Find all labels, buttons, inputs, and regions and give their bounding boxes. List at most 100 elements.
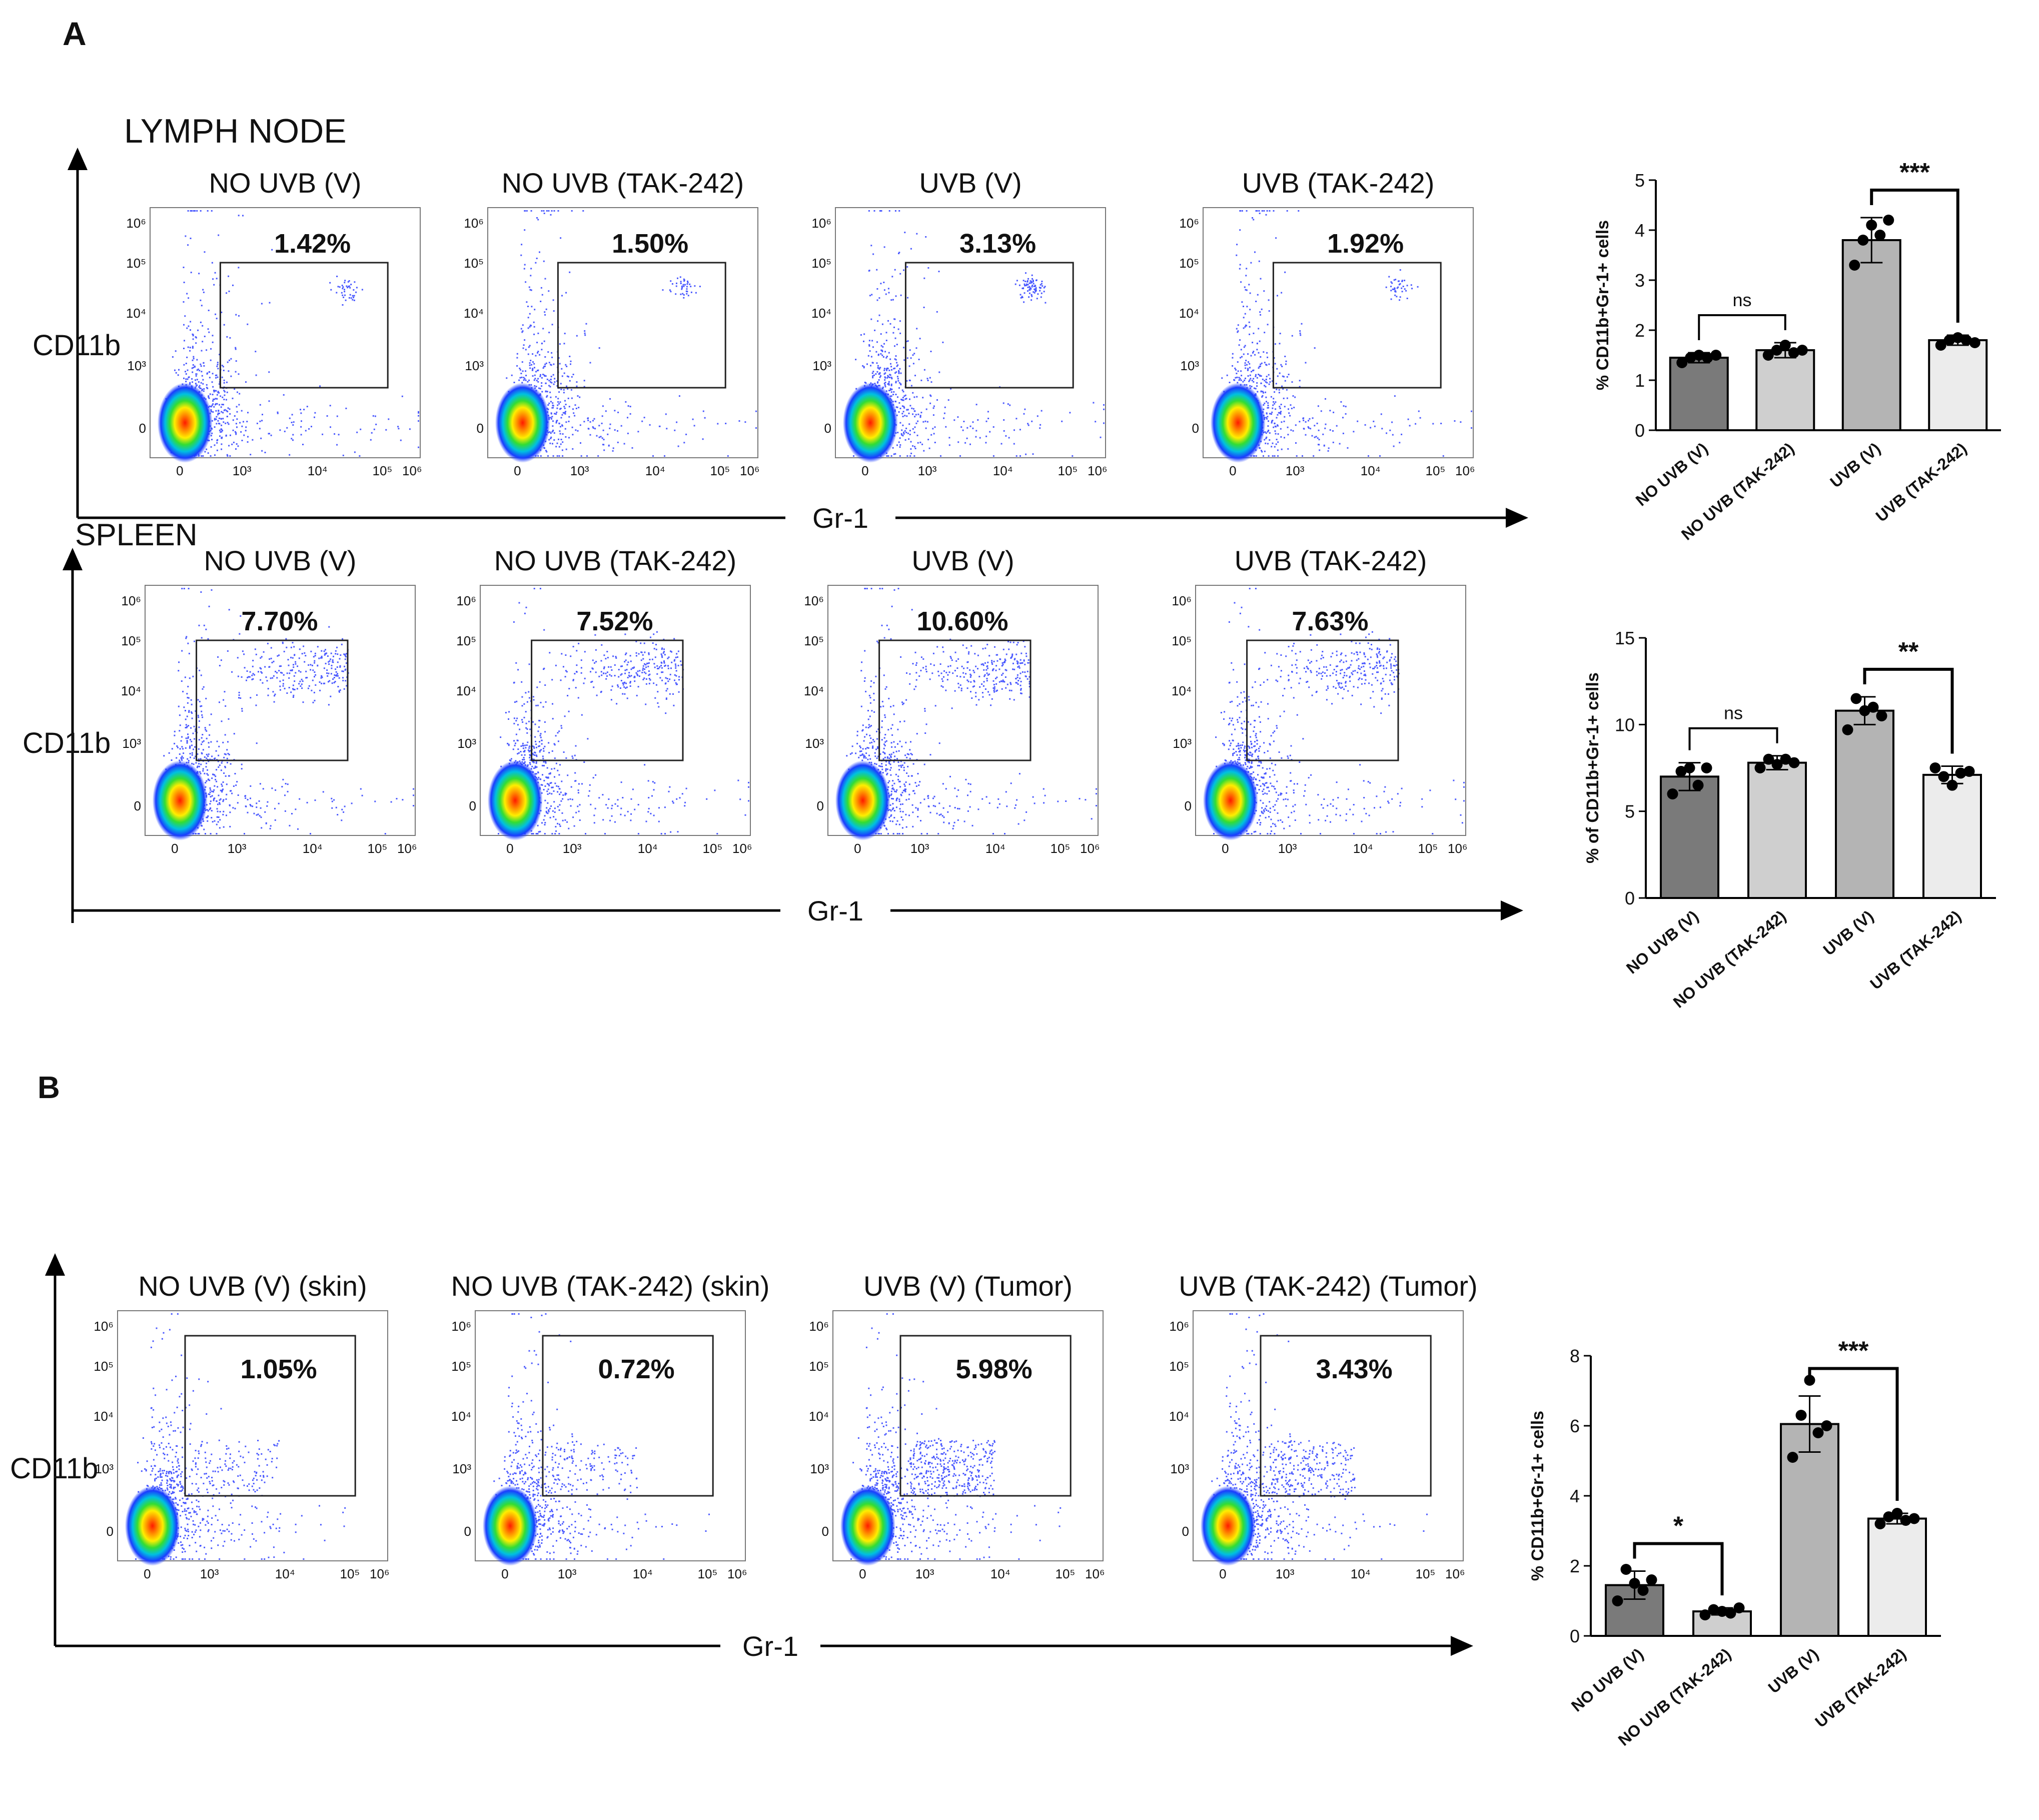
significance-label: *** (1838, 1337, 1869, 1366)
skin-tumor-plot-1-ytick: 0 (107, 1524, 114, 1539)
lymph-node-plot-1-ytick: 10⁵ (126, 256, 146, 271)
lymph-node-plot-4-frame (1203, 207, 1474, 458)
skin-tumor-plot-1-ytick: 10⁵ (94, 1359, 114, 1374)
spleen-plot-1-density (152, 760, 208, 840)
bar-2-2 (1747, 761, 1807, 899)
lymph-node-plot-1-title: NO UVB (V) (209, 167, 362, 199)
lymph-node-plot-4-percent: 1.92% (1327, 229, 1404, 259)
data-point (1710, 350, 1722, 361)
spleen-plot-4-xtick: 10⁴ (1353, 841, 1373, 856)
lymph-node-plot-2-density (495, 383, 550, 463)
lymph-node-plot-2-gate (557, 262, 726, 389)
lymph-node-plot-4-xtick: 0 (1229, 463, 1236, 478)
skin-tumor-plot-4-ytick: 10³ (1170, 1461, 1189, 1476)
data-point (1891, 1508, 1903, 1519)
bar-chart-1-ytick: 1 (1635, 370, 1645, 391)
lymph-node-plot-1-ytick: 0 (139, 421, 146, 436)
spleen-plot-2-frame (480, 585, 751, 836)
bar-chart-1-ytick: 5 (1635, 170, 1645, 191)
bar-chart-2-ytick: 10 (1615, 714, 1635, 735)
lymph-node-plot-4-ytick: 10⁴ (1179, 306, 1199, 321)
lymph-node-plot-4-xtick: 10⁴ (1361, 463, 1381, 478)
lymph-node-plot-2-frame (487, 207, 758, 458)
spleen-plot-3-frame (827, 585, 1099, 836)
lymph-node-plot-2-xtick: 10³ (570, 463, 589, 478)
data-point (1762, 350, 1774, 361)
lymph-node-plot-4-gate (1272, 262, 1442, 389)
lymph-node-plot-3-title: UVB (V) (919, 167, 1022, 199)
skin-tumor-plot-3-events (850, 1313, 1062, 1560)
spleen-plot-3-ytick: 10³ (805, 736, 824, 751)
skin-tumor-plot-1-ytick: 10³ (95, 1461, 114, 1476)
lymph-node-plot-4-density (1210, 383, 1266, 463)
skin-tumor-plot-1-gate (184, 1335, 356, 1497)
bar-chart-1-ytick: 2 (1635, 320, 1645, 341)
data-point (1812, 1427, 1824, 1438)
spleen-plot-2-percent: 7.52% (576, 606, 653, 636)
data-point (1779, 340, 1791, 351)
significance-bracket (1698, 314, 1786, 340)
lymph-node-plot-1-gate (219, 262, 389, 389)
spleen-plot-1-xtick: 0 (171, 841, 178, 856)
lymph-node-plot-2-percent: 1.50% (612, 229, 688, 259)
spleen-plot-3-title: UVB (V) (911, 545, 1014, 576)
data-point (1867, 701, 1879, 713)
skin-tumor-plot-4-gate (1260, 1335, 1432, 1497)
data-point (1874, 230, 1886, 241)
skin-tumor-plot-3-title: UVB (V) (Tumor) (863, 1270, 1073, 1302)
skin-tumor-plot-4-xtick: 10⁵ (1416, 1566, 1436, 1581)
data-point (1725, 1607, 1736, 1619)
panel-b-letter: B (38, 1071, 60, 1105)
skin-tumor-plot-4-xtick: 10³ (1276, 1566, 1295, 1581)
skin-tumor-plot-1-density (125, 1486, 180, 1566)
spleen-plot-3-percent: 10.60% (916, 606, 1008, 636)
bar-chart-3-ytick: 0 (1570, 1626, 1580, 1646)
spleen-plot-2-ytick: 10⁵ (456, 633, 476, 648)
data-point (1771, 759, 1783, 770)
significance-label: ** (1898, 637, 1919, 666)
bar-chart-2-category-label: NO UVB (V) (1623, 907, 1702, 978)
skin-tumor-plot-2-percent: 0.72% (598, 1354, 675, 1384)
spleen-plot-3-ytick: 10⁶ (804, 593, 824, 608)
lymph-node-plot-2-title: NO UVB (TAK-242) (502, 167, 744, 199)
significance-bracket (1633, 1542, 1724, 1595)
bar-chart-3-ytick: 8 (1570, 1346, 1580, 1366)
skin-tumor-plot-4: UVB (TAK-242) (Tumor) 3.43% 10⁶ 10⁵ 10⁴ 10³ 0 0… (1169, 1270, 1478, 1581)
spleen-plot-4-ytick: 10⁶ (1172, 593, 1192, 608)
spleen-plot-1-xtick: 10³ (228, 841, 247, 856)
skin-tumor-plot-4-xtick: 10⁴ (1351, 1566, 1371, 1581)
bar-chart-1-category-label: UVB (TAK-242) (1872, 439, 1970, 525)
data-point (1685, 352, 1696, 363)
data-point (1955, 767, 1966, 779)
data-point (1716, 1606, 1728, 1617)
skin-tumor-plot-1-xtick: 10⁶ (370, 1566, 390, 1581)
skin-tumor-plot-3-density (840, 1486, 895, 1566)
spleen-plot-2-xtick: 0 (506, 841, 513, 856)
lymph-node-plot-3-density (842, 383, 898, 463)
skin-tumor-plot-1-events (135, 1313, 346, 1560)
spleen-plot-4-xtick: 10³ (1278, 841, 1297, 856)
lymph-node-plot-4-title: UVB (TAK-242) (1242, 167, 1435, 199)
data-point (1676, 357, 1688, 368)
data-point (1699, 1609, 1711, 1620)
spleen-plot-2-gate (531, 639, 684, 761)
lymph-node-plot-4-ytick: 10³ (1180, 358, 1199, 373)
data-point (1788, 347, 1799, 358)
lymph-node-plot-4: UVB (TAK-242) 1.92% 10⁶ 10⁵ 10⁴ 10³ 0 0 10³ 10⁴ 10… (1179, 167, 1475, 478)
skin-tumor-plot-2-ytick: 10⁶ (451, 1319, 471, 1334)
spleen-plot-2-ytick: 10⁴ (456, 683, 476, 698)
data-point (1780, 753, 1791, 765)
data-point (1796, 345, 1808, 356)
skin-x-axis-label: Gr-1 (742, 1630, 798, 1662)
skin-tumor-plot-2-frame (475, 1310, 746, 1561)
lymph-node-plot-2-ytick: 0 (477, 421, 484, 436)
data-point (1900, 1515, 1911, 1526)
spleen-plot-2-title: NO UVB (TAK-242) (494, 545, 736, 576)
skin-tumor-plot-3-ytick: 0 (822, 1524, 829, 1539)
bar-chart-2-category-label: UVB (V) (1820, 907, 1877, 959)
spleen-plot-4-gate (1246, 639, 1399, 761)
bar-1-1 (1669, 357, 1729, 431)
data-point (1929, 762, 1941, 773)
skin-tumor-plot-3: UVB (V) (Tumor) 5.98% 10⁶ 10⁵ 10⁴ 10³ 0 0 10³ 10⁴… (809, 1270, 1105, 1581)
